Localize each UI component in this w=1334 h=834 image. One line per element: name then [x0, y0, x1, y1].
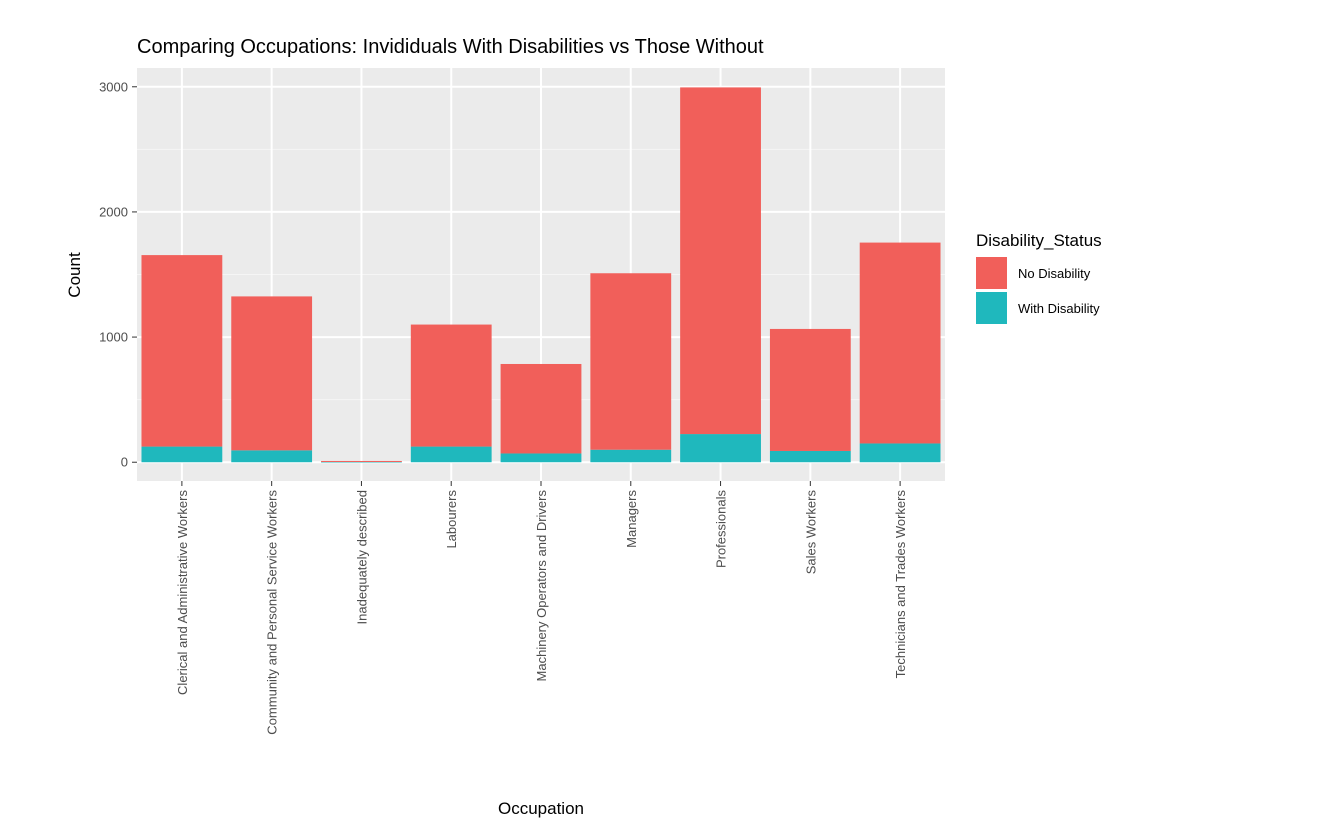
legend-swatch	[976, 292, 1007, 324]
bar-with-disability	[500, 453, 582, 463]
bar-with-disability	[680, 434, 761, 463]
bar-no-disability	[231, 296, 313, 451]
bar-with-disability	[231, 450, 313, 463]
x-tick-label: Labourers	[444, 490, 459, 549]
bar-with-disability	[141, 446, 223, 463]
bar-no-disability	[680, 87, 761, 435]
x-axis: Clerical and Administrative Workers Commu…	[175, 481, 908, 735]
legend-label: No Disability	[1018, 266, 1091, 281]
bar-no-disability	[141, 255, 223, 447]
x-tick-label: Community and Personal Service Workers	[265, 490, 280, 735]
y-axis-title: Count	[65, 252, 84, 298]
bar-no-disability	[769, 328, 851, 451]
y-tick-label: 3000	[99, 79, 128, 94]
y-tick-label: 0	[121, 455, 128, 470]
bar-with-disability	[410, 446, 492, 463]
bar-with-disability	[590, 449, 672, 463]
chart-title: Comparing Occupations: Invididuals With …	[137, 36, 764, 58]
bar-no-disability	[410, 324, 492, 447]
x-axis-title: Occupation	[498, 799, 584, 818]
x-tick-label: Machinery Operators and Drivers	[534, 490, 549, 682]
y-tick-label: 2000	[99, 204, 128, 219]
x-tick-label: Clerical and Administrative Workers	[175, 490, 190, 695]
x-tick-label: Managers	[624, 490, 639, 548]
legend: Disability_Status No Disability With Disa…	[976, 231, 1102, 324]
bar-no-disability	[321, 460, 402, 462]
bar-no-disability	[859, 242, 941, 444]
legend-swatch	[976, 257, 1007, 289]
legend-label: With Disability	[1018, 301, 1100, 316]
y-axis: 0 1000 2000 3000	[99, 79, 137, 470]
bar-no-disability	[590, 273, 672, 450]
x-tick-label: Professionals	[714, 490, 729, 569]
x-tick-label: Technicians and Trades Workers	[893, 490, 908, 679]
bars	[141, 87, 941, 463]
y-tick-label: 1000	[99, 330, 128, 345]
bar-with-disability	[859, 443, 941, 463]
x-tick-label: Sales Workers	[803, 490, 818, 575]
bar-with-disability	[321, 461, 402, 463]
bar-no-disability	[500, 363, 582, 454]
bar-with-disability	[769, 450, 851, 463]
legend-title: Disability_Status	[976, 231, 1102, 250]
x-tick-label: Inadequately described	[354, 490, 369, 624]
